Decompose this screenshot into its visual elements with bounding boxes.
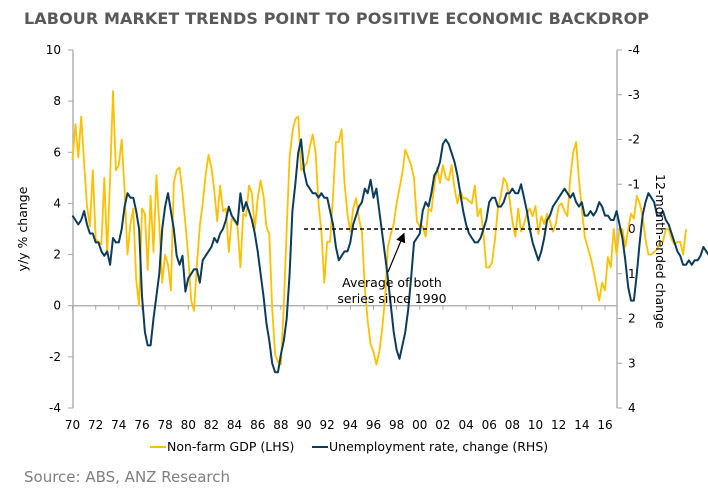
y-tick-label: 8 [53,94,61,108]
y2-tick-label: -1 [628,177,640,191]
annotation-arrow [387,232,406,273]
series-line-unemployment-change [71,138,708,374]
x-tick-label: 70 [65,418,80,432]
x-tick-label: 14 [574,418,589,432]
legend: Non-farm GDP (LHS) Unemployment rate, ch… [150,439,548,454]
x-tick-label: 74 [111,418,126,432]
x-tick-label: 98 [389,418,404,432]
x-tick-label: 08 [505,418,520,432]
y2-tick-label: 4 [628,401,636,415]
annotation-text-line-2: series since 1990 [337,291,446,306]
annotation-text-line-1: Average of both [342,275,442,290]
x-tick-label: 12 [551,418,566,432]
x-tick-label: 78 [157,418,172,432]
y-tick-label: -4 [49,401,61,415]
x-tick-label: 10 [528,418,543,432]
y2-axis-title: 12-month-ended change [653,174,668,329]
y2-tick-label: 3 [628,356,636,370]
x-tick-label: 82 [204,418,219,432]
y-tick-label: -2 [49,350,61,364]
x-tick-label: 94 [343,418,358,432]
x-tick-label: 04 [458,418,473,432]
y-tick-label: 4 [53,196,61,210]
x-tick-label: 86 [250,418,265,432]
x-tick-label: 76 [134,418,149,432]
x-tick-label: 00 [412,418,427,432]
x-tick-label: 88 [273,418,288,432]
x-tick-label: 02 [435,418,450,432]
x-tick-label: 72 [88,418,103,432]
y2-tick-label: -3 [628,88,640,102]
y2-tick-label: 2 [628,312,636,326]
y-tick-label: 2 [53,248,61,262]
x-tick-label: 80 [181,418,196,432]
y-axis-title: y/y % change [15,186,30,271]
y2-tick-label: -2 [628,133,640,147]
series-line-non-farm-gdp [71,90,687,366]
y-tick-label: 0 [53,299,61,313]
x-tick-label: 92 [320,418,335,432]
x-tick-label: 84 [227,418,242,432]
x-tick-label: 96 [366,418,381,432]
y2-tick-label: 1 [628,267,636,281]
y-tick-label: 10 [46,43,61,57]
x-tick-label: 90 [296,418,311,432]
x-tick-label: 16 [597,418,612,432]
legend-label-gdp: Non-farm GDP (LHS) [167,439,294,454]
y2-tick-label: -4 [628,43,640,57]
x-tick-label: 06 [482,418,497,432]
y2-tick-label: 0 [628,222,636,236]
chart-title: LABOUR MARKET TRENDS POINT TO POSITIVE E… [24,9,650,28]
legend-label-unemployment: Unemployment rate, change (RHS) [329,439,548,454]
source-note: Source: ABS, ANZ Research [24,468,231,486]
annotation-layer: Average of both series since 1990 [304,228,605,306]
y-tick-label: 6 [53,145,61,159]
series-layer [71,90,708,374]
